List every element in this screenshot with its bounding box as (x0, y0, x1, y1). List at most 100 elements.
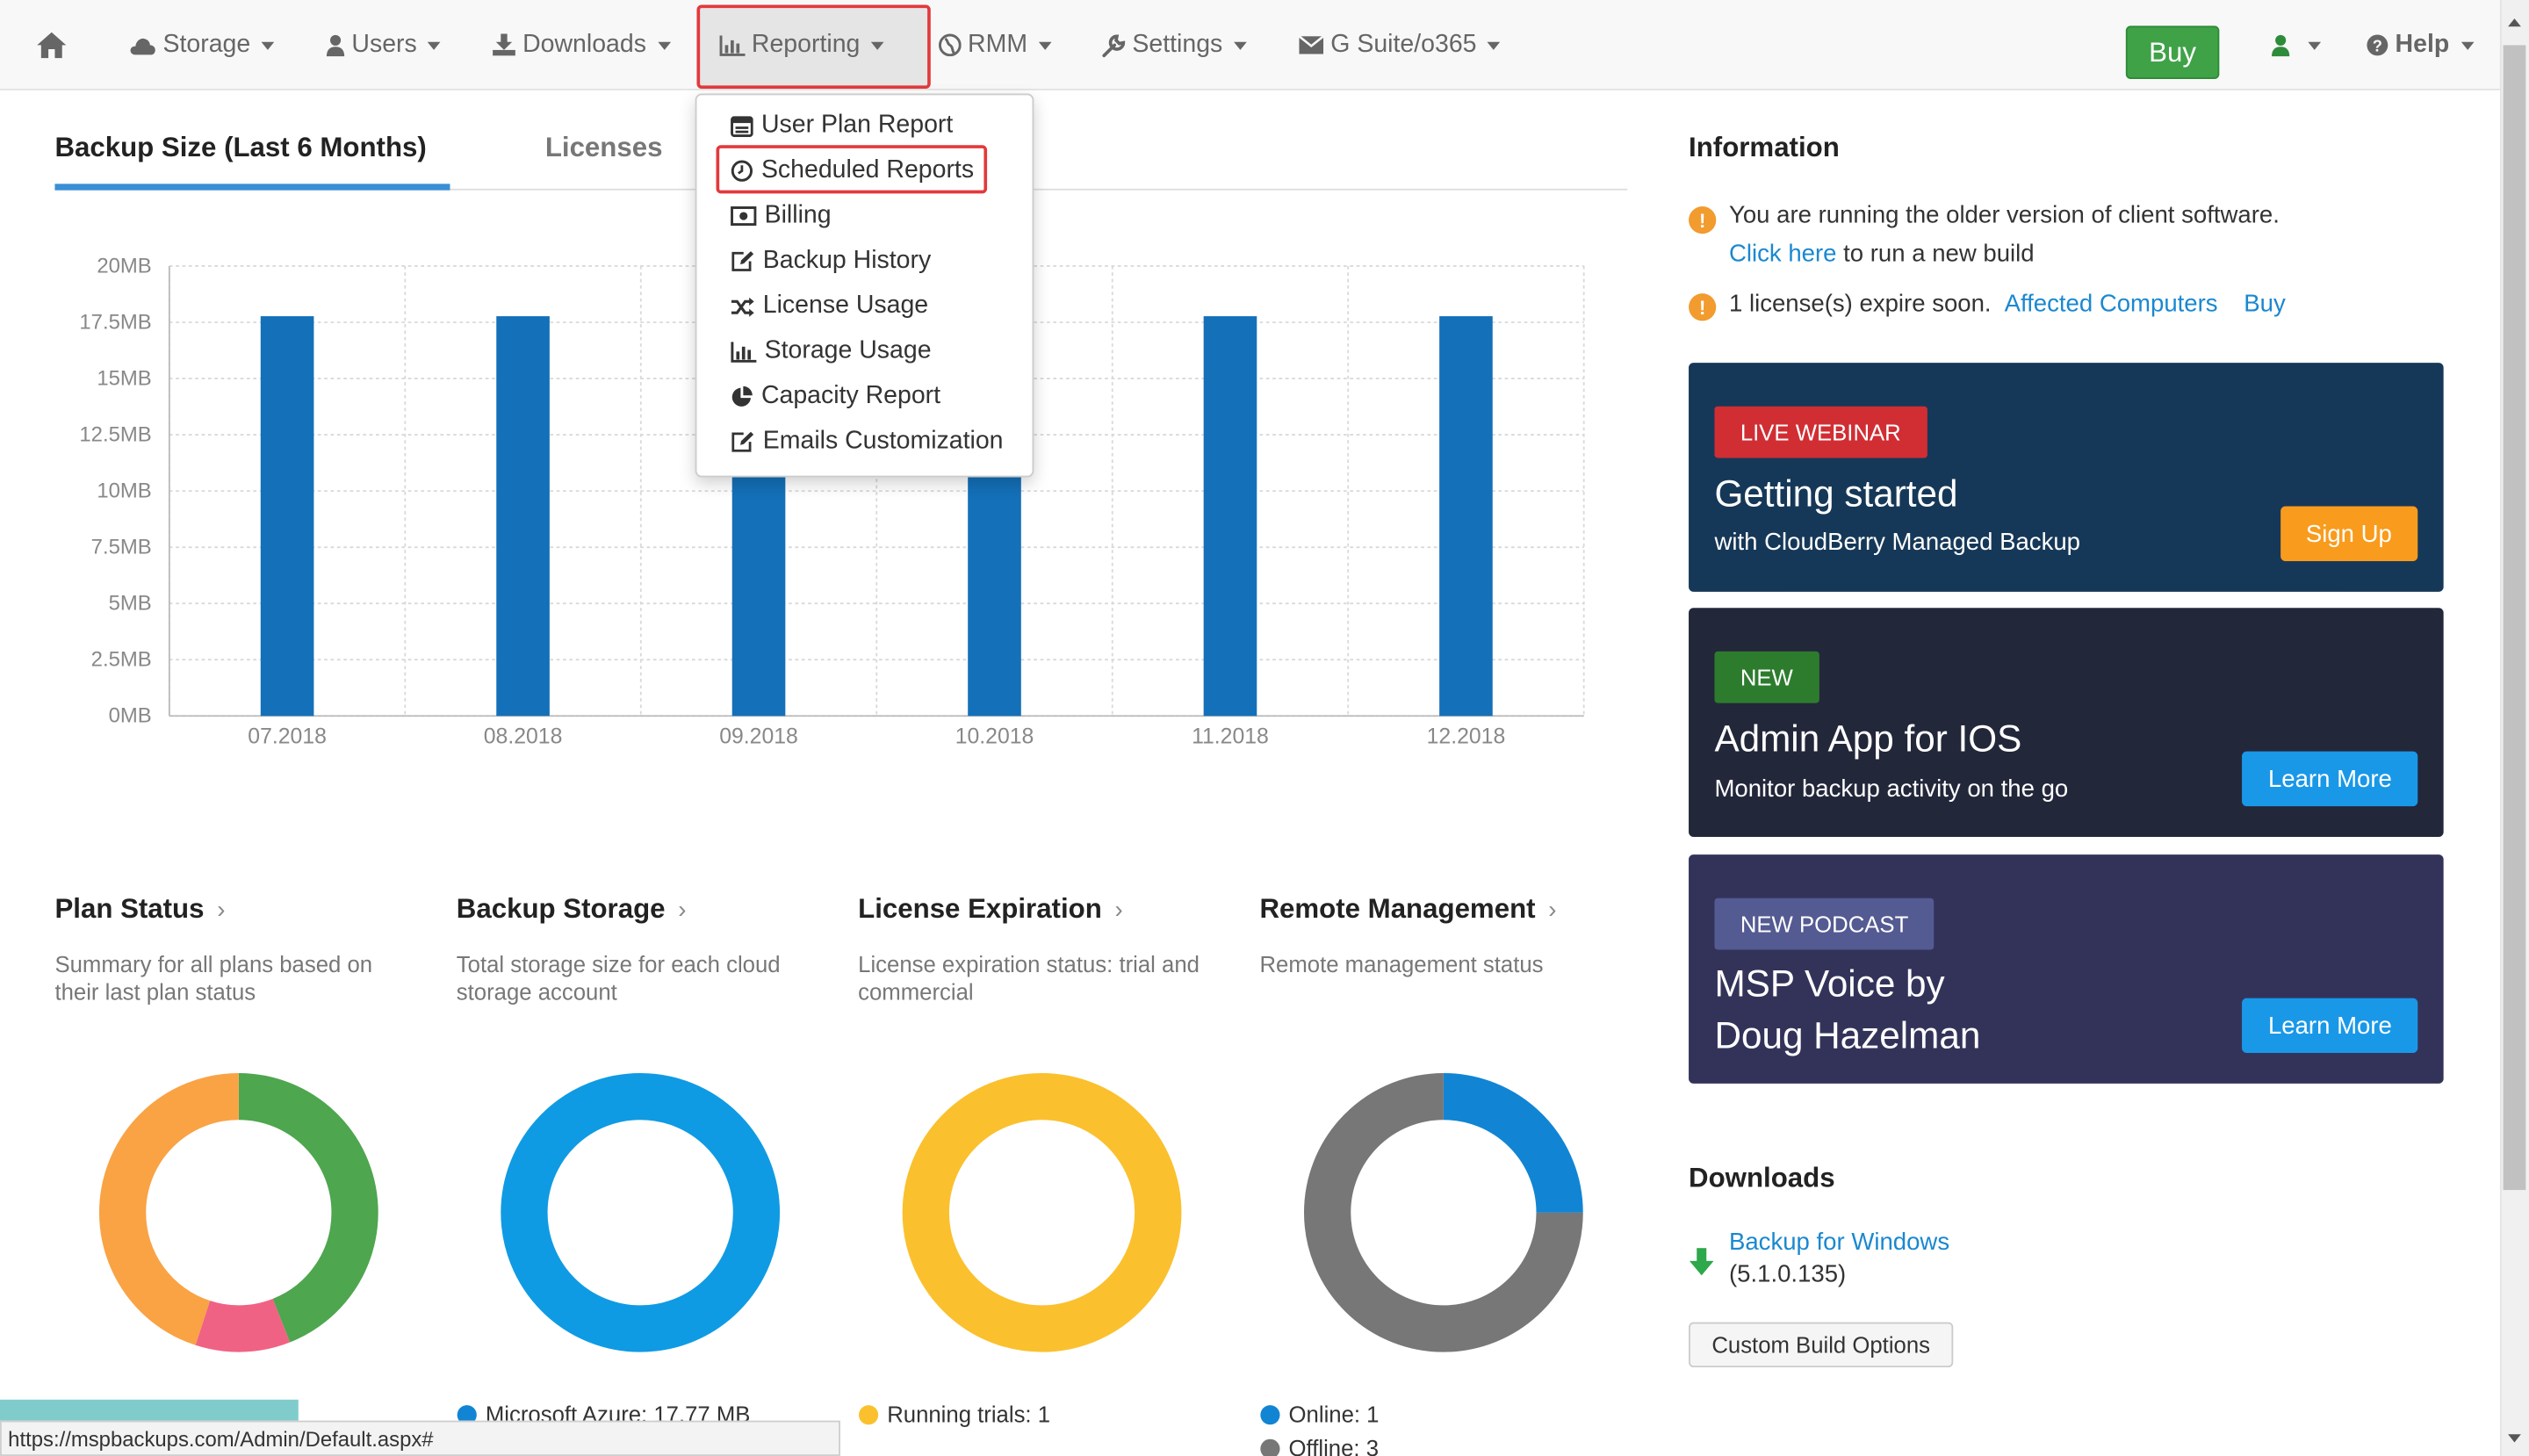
menu-item-label: Storage Usage (764, 336, 932, 364)
question-circle-icon: ? (2367, 34, 2388, 56)
new-podcast-badge: NEW PODCAST (1714, 897, 1935, 950)
menu-item-label: License Usage (762, 292, 929, 320)
bar-chart-icon (719, 34, 746, 55)
legend-running-trials: Running trials: 1 (858, 1402, 1050, 1427)
menu-item-capacity-report[interactable]: Capacity Report (731, 378, 940, 416)
chart-bar (1439, 316, 1493, 717)
download-icon (493, 33, 515, 56)
license-expiration-title-text: License Expiration (858, 893, 1102, 925)
promo-podcast: NEW PODCAST MSP Voice by Doug Hazelman L… (1689, 854, 2444, 1084)
scheduled-reports-highlight (716, 145, 988, 194)
scroll-up-icon[interactable] (2506, 16, 2522, 29)
pie-chart-icon (457, 1404, 477, 1424)
collapsed-panel-tab[interactable] (0, 1399, 299, 1423)
help-menu[interactable]: ? Help (2366, 0, 2474, 90)
menu-item-scheduled-reports[interactable]: Scheduled Reports (731, 152, 974, 191)
user-icon (2272, 34, 2290, 57)
tab-licenses[interactable]: Licenses (544, 132, 663, 163)
browser-status-url: https://mspbackups.com/Admin/Default.asp… (0, 1420, 840, 1456)
chart-bar (1203, 316, 1257, 717)
reporting-menu-highlight (696, 4, 931, 89)
affected-computers-link[interactable]: Affected Computers (2004, 290, 2218, 318)
user-icon (326, 34, 345, 57)
menu-item-storage-usage[interactable]: Storage Usage (731, 332, 932, 371)
remote-management-title-text: Remote Management (1259, 893, 1536, 925)
nav-settings[interactable]: Settings (1101, 0, 1247, 90)
nav-gsuite-label: G Suite/o365 (1330, 30, 1477, 59)
promo-subtitle: Monitor backup activity on the go (1714, 775, 2069, 804)
license-expiration-title[interactable]: License Expiration › (858, 893, 1123, 926)
remote-management-donut[interactable] (1301, 1070, 1585, 1354)
legend-online: Online: 1 (1259, 1402, 1379, 1427)
cloud-icon (130, 38, 155, 54)
tab-backup-size[interactable]: Backup Size (Last 6 Months) (54, 132, 427, 163)
custom-build-options-button[interactable]: Custom Build Options (1689, 1322, 1954, 1368)
nav-reporting[interactable]: Reporting (719, 0, 884, 90)
shuffle-icon (731, 296, 754, 316)
menu-item-license-usage[interactable]: License Usage (731, 287, 928, 326)
pie-chart-icon (1260, 1438, 1280, 1456)
x-tick-label: 08.2018 (484, 724, 563, 748)
nav-rmm-label: RMM (968, 30, 1028, 59)
promo-title-line1: MSP Voice by (1714, 962, 1945, 1005)
nav-gsuite[interactable]: G Suite/o365 (1298, 0, 1502, 90)
promo-subtitle: with CloudBerry Managed Backup (1714, 529, 2081, 557)
y-tick-label: 7.5MB (91, 535, 152, 559)
active-tab-indicator (54, 184, 450, 191)
sign-up-button[interactable]: Sign Up (2280, 506, 2418, 561)
clock-icon (731, 160, 753, 182)
nav-downloads[interactable]: Downloads (492, 0, 671, 90)
plan-status-description: Summary for all plans based on their las… (54, 951, 373, 1005)
menu-item-label: Billing (764, 201, 832, 229)
x-tick-label: 11.2018 (1192, 724, 1269, 748)
backup-storage-title[interactable]: Backup Storage › (457, 893, 687, 926)
y-tick-label: 20MB (97, 254, 151, 278)
chevron-right-icon: › (1548, 896, 1557, 925)
menu-item-user-plan-report[interactable]: User Plan Report (731, 106, 953, 145)
license-expire-notice: 1 license(s) expire soon. Affected Compu… (1729, 291, 2286, 318)
learn-more-button[interactable]: Learn More (2242, 998, 2418, 1054)
plan-status-donut[interactable] (97, 1070, 380, 1354)
menu-item-billing[interactable]: Billing (731, 197, 832, 235)
chevron-right-icon: › (678, 896, 687, 925)
backup-for-windows-link[interactable]: Backup for Windows (1728, 1229, 1950, 1257)
account-menu[interactable] (2271, 0, 2322, 90)
information-heading: Information (1689, 132, 1840, 163)
scroll-down-icon[interactable] (2506, 1432, 2522, 1445)
buy-license-link[interactable]: Buy (2244, 290, 2286, 318)
remote-management-title[interactable]: Remote Management › (1259, 893, 1556, 926)
license-expiration-donut[interactable] (900, 1070, 1184, 1354)
backup-version: (5.1.0.135) (1728, 1260, 1847, 1289)
x-tick-label: 12.2018 (1427, 724, 1506, 748)
nav-users[interactable]: Users (326, 0, 442, 90)
y-tick-label: 10MB (97, 479, 151, 502)
legend-label: Running trials: 1 (887, 1401, 1051, 1427)
backup-storage-title-text: Backup Storage (456, 893, 666, 925)
y-tick-label: 2.5MB (91, 648, 152, 672)
learn-more-button[interactable]: Learn More (2242, 751, 2418, 807)
menu-item-label: Capacity Report (760, 382, 941, 410)
x-tick-label: 09.2018 (719, 724, 798, 748)
scrollbar-thumb[interactable] (2503, 45, 2526, 1191)
click-here-link[interactable]: Click here (1728, 240, 1837, 268)
y-tick-label: 12.5MB (79, 422, 151, 446)
wrench-icon (1102, 33, 1126, 57)
home-icon (37, 32, 67, 59)
svg-text:?: ? (2373, 37, 2382, 55)
buy-button[interactable]: Buy (2125, 25, 2220, 79)
home-button[interactable] (35, 0, 74, 90)
backup-storage-donut[interactable] (499, 1070, 782, 1354)
legend-label: Online: 1 (1288, 1401, 1380, 1427)
nav-storage[interactable]: Storage (129, 0, 275, 90)
menu-item-emails-customization[interactable]: Emails Customization (731, 422, 1004, 461)
menu-item-backup-history[interactable]: Backup History (731, 241, 931, 280)
plan-status-title[interactable]: Plan Status › (54, 893, 225, 926)
menu-item-label: Scheduled Reports (760, 156, 975, 184)
downloads-heading: Downloads (1689, 1162, 1835, 1193)
plan-status-title-text: Plan Status (54, 893, 205, 925)
money-icon (731, 206, 757, 227)
new-badge: NEW (1714, 651, 1819, 703)
nav-rmm[interactable]: RMM (938, 0, 1052, 90)
new-build-text: to run a new build (1843, 240, 2035, 268)
